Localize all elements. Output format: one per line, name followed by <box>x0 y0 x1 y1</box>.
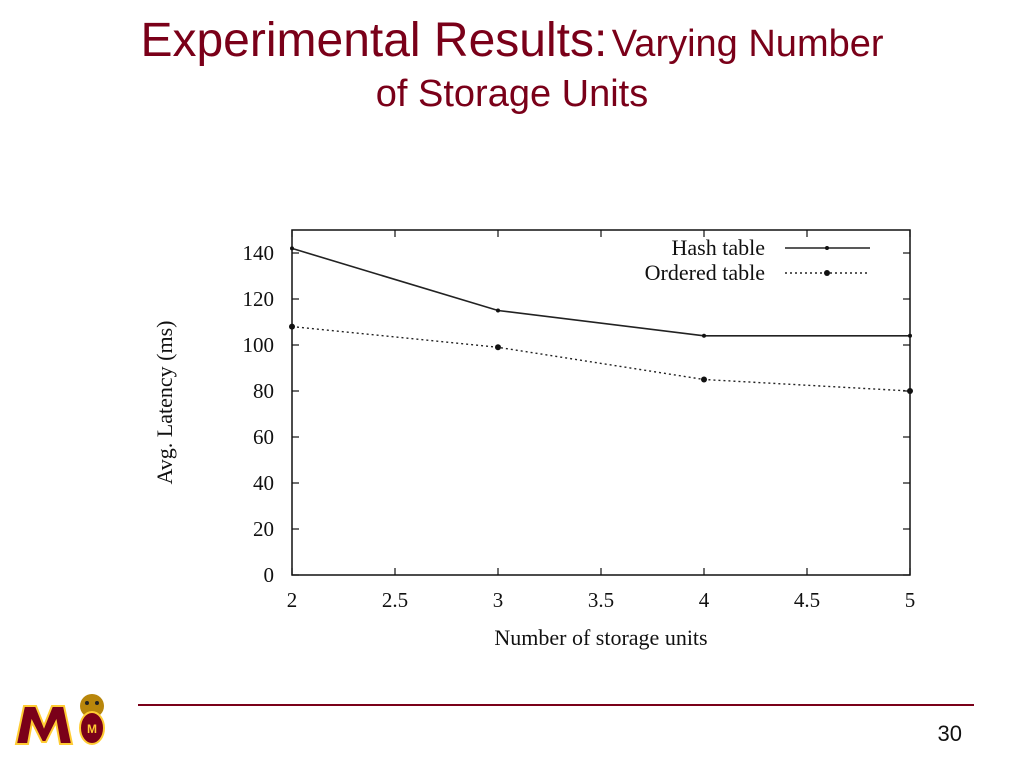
legend-marker-ordered-table <box>824 270 830 276</box>
x-tick-label: 2.5 <box>382 588 408 612</box>
legend-label-hash-table: Hash table <box>672 235 765 260</box>
point-ordered-table <box>289 323 295 330</box>
x-axis-label: Number of storage units <box>494 625 707 650</box>
legend-marker-hash-table <box>825 246 829 250</box>
series-line-hash-table <box>291 247 910 337</box>
y-tick-label: 20 <box>253 517 274 541</box>
x-tick-label: 5 <box>905 588 916 612</box>
point-ordered-table <box>495 344 501 351</box>
point-ordered-table <box>907 388 913 394</box>
title-main: Experimental Results: <box>140 14 608 67</box>
y-axis-label: Avg. Latency (ms) <box>152 321 177 485</box>
slide-title: Experimental Results: Varying Number of … <box>0 12 1024 117</box>
x-tick-label: 2 <box>287 588 298 612</box>
x-tick-label: 4.5 <box>794 588 820 612</box>
y-tick-label: 80 <box>253 379 274 403</box>
y-tick-label: 140 <box>243 241 275 265</box>
x-tick-label: 4 <box>699 588 710 612</box>
latency-chart: 0 20 40 60 80 100 120 140 2 2.5 3 3.5 4 4.5 5 Number of… <box>130 215 930 660</box>
legend-label-ordered-table: Ordered table <box>645 260 765 285</box>
point-hash-table <box>908 333 912 338</box>
title-sub-1: Varying Number <box>611 23 884 65</box>
point-ordered-table <box>701 376 707 383</box>
y-tick-label: 100 <box>243 333 275 357</box>
page-number: 30 <box>937 721 962 746</box>
chart-svg: 0 20 40 60 80 100 120 140 2 2.5 3 3.5 4 4.5 5 Number of… <box>152 229 916 650</box>
title-sub-2: of Storage Units <box>375 72 649 115</box>
svg-text:M: M <box>87 722 97 736</box>
y-tick-label: 120 <box>243 287 275 311</box>
point-hash-table <box>290 246 294 251</box>
footer-divider <box>138 704 974 706</box>
y-tick-label: 0 <box>264 563 275 587</box>
x-tick-label: 3.5 <box>588 588 614 612</box>
plot-frame <box>291 229 911 576</box>
x-tick-label: 3 <box>493 588 504 612</box>
point-hash-table <box>496 308 500 313</box>
y-tick-label: 60 <box>253 425 274 449</box>
y-tick-label: 40 <box>253 471 274 495</box>
series-line-ordered-table <box>291 325 911 392</box>
university-m-mascot-logo: M <box>14 686 114 753</box>
point-hash-table <box>702 333 706 338</box>
